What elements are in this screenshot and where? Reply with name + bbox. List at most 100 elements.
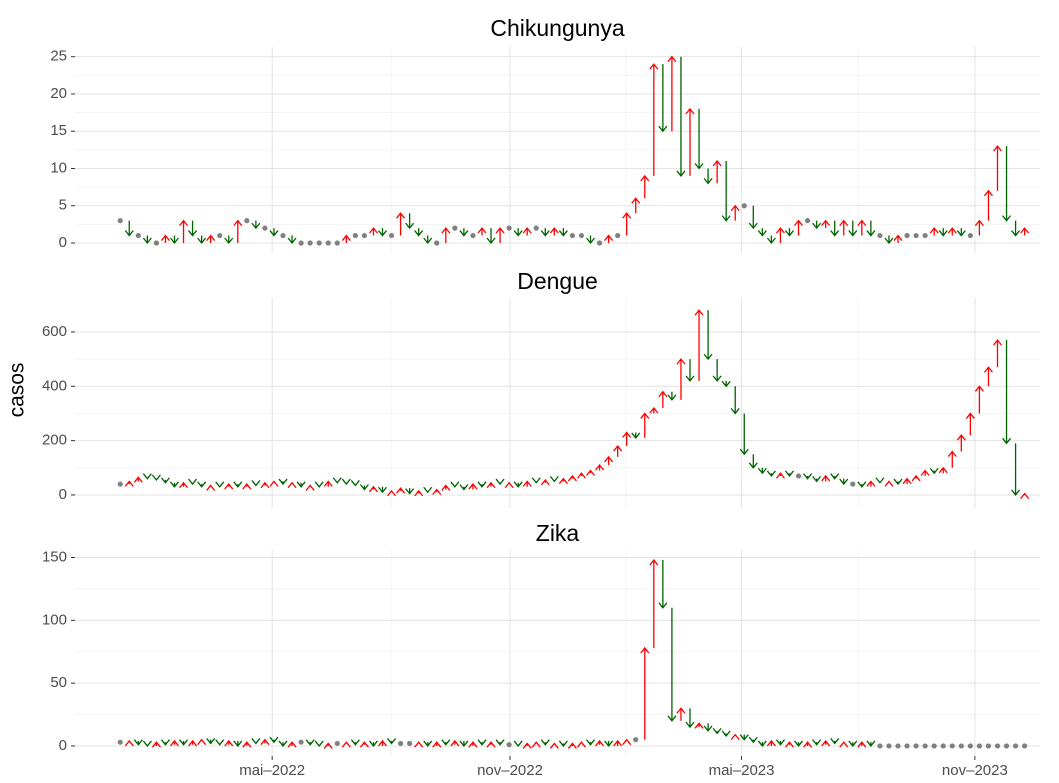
- no-change-point: [506, 225, 512, 231]
- no-change-point: [117, 739, 123, 745]
- decrease-arrow: [377, 228, 388, 237]
- increase-arrow: [658, 390, 668, 409]
- decrease-arrow: [721, 380, 731, 388]
- decrease-arrow: [197, 235, 207, 245]
- no-change-point: [804, 218, 811, 224]
- increase-arrow: [151, 741, 161, 748]
- decrease-arrow: [495, 478, 505, 486]
- increase-arrow: [260, 481, 270, 489]
- increase-arrow: [784, 741, 794, 748]
- increase-arrow: [368, 485, 378, 493]
- increase-arrow: [866, 480, 876, 487]
- increase-arrow: [983, 366, 993, 387]
- increase-arrow: [396, 212, 406, 236]
- decrease-arrow: [830, 473, 840, 480]
- increase-arrow: [188, 739, 198, 747]
- increase-arrow: [179, 219, 189, 244]
- increase-arrow: [631, 197, 641, 214]
- decrease-arrow: [142, 473, 152, 480]
- no-change-point: [307, 240, 313, 246]
- no-change-point: [967, 232, 973, 239]
- increase-arrow: [242, 741, 252, 748]
- decrease-arrow: [441, 739, 451, 746]
- decrease-arrow: [513, 481, 523, 488]
- no-change-point: [967, 743, 973, 749]
- increase-arrow: [902, 477, 912, 485]
- decrease-arrow: [676, 56, 686, 177]
- increase-arrow: [992, 145, 1002, 191]
- decrease-arrow: [377, 486, 388, 494]
- decrease-arrow: [775, 739, 785, 746]
- increase-arrow: [224, 483, 234, 490]
- increase-arrow: [730, 204, 740, 221]
- no-change-point: [904, 232, 910, 239]
- no-change-point: [388, 232, 395, 239]
- increase-arrow: [667, 55, 677, 132]
- no-change-point: [940, 743, 946, 749]
- increase-arrow: [450, 739, 460, 747]
- decrease-arrow: [631, 432, 641, 439]
- decrease-arrow: [812, 739, 822, 746]
- decrease-arrow: [712, 727, 722, 735]
- decrease-arrow: [233, 740, 243, 747]
- decrease-arrow: [350, 739, 360, 746]
- decrease-arrow: [757, 228, 767, 237]
- increase-arrow: [558, 477, 568, 485]
- no-change-point: [452, 225, 458, 231]
- decrease-arrow: [287, 235, 297, 245]
- decrease-arrow: [875, 477, 885, 484]
- no-change-point: [135, 232, 141, 239]
- increase-arrow: [396, 487, 406, 494]
- decrease-arrow: [703, 168, 713, 185]
- decrease-arrow: [169, 235, 179, 245]
- decrease-arrow: [405, 213, 415, 230]
- no-change-point: [298, 739, 304, 745]
- increase-arrow: [287, 741, 297, 748]
- decrease-arrow: [142, 740, 152, 747]
- decrease-arrow: [251, 480, 261, 487]
- decrease-arrow: [812, 220, 822, 230]
- increase-arrow: [341, 234, 351, 244]
- decrease-arrow: [124, 220, 134, 237]
- increase-arrow: [821, 739, 831, 747]
- y-tick-label: 0: [59, 737, 67, 754]
- y-tick-label: 15: [50, 122, 67, 139]
- increase-arrow: [504, 481, 514, 489]
- no-change-point: [533, 225, 539, 231]
- decrease-arrow: [513, 740, 523, 747]
- no-change-point: [407, 740, 413, 747]
- decrease-arrow: [233, 481, 243, 488]
- increase-arrow: [604, 455, 614, 466]
- no-change-point: [244, 218, 250, 224]
- increase-arrow: [206, 234, 216, 244]
- no-change-point: [931, 743, 937, 749]
- no-change-point: [325, 240, 331, 246]
- increase-arrow: [441, 227, 451, 244]
- y-tick-label: 100: [42, 611, 67, 628]
- decrease-arrow: [586, 235, 596, 245]
- increase-arrow: [775, 472, 785, 479]
- increase-arrow: [938, 466, 948, 474]
- no-change-point: [262, 225, 268, 231]
- no-change-point: [470, 232, 476, 239]
- increase-arrow: [965, 412, 975, 436]
- increase-arrow: [522, 742, 532, 749]
- no-change-point: [741, 203, 747, 209]
- y-tick-label: 25: [50, 48, 67, 65]
- increase-arrow: [794, 219, 804, 236]
- increase-arrow: [414, 741, 424, 748]
- increase-arrow: [224, 739, 234, 747]
- no-change-point: [1012, 743, 1019, 749]
- increase-arrow: [495, 227, 505, 244]
- no-change-point: [949, 743, 955, 749]
- decrease-arrow: [1011, 220, 1021, 237]
- increase-arrow: [947, 450, 957, 468]
- decrease-arrow: [540, 739, 550, 746]
- decrease-arrow: [667, 607, 677, 722]
- increase-arrow: [359, 741, 369, 748]
- decrease-arrow: [658, 560, 668, 609]
- decrease-arrow: [540, 228, 550, 237]
- increase-arrow: [576, 472, 586, 479]
- increase-arrow: [549, 227, 559, 236]
